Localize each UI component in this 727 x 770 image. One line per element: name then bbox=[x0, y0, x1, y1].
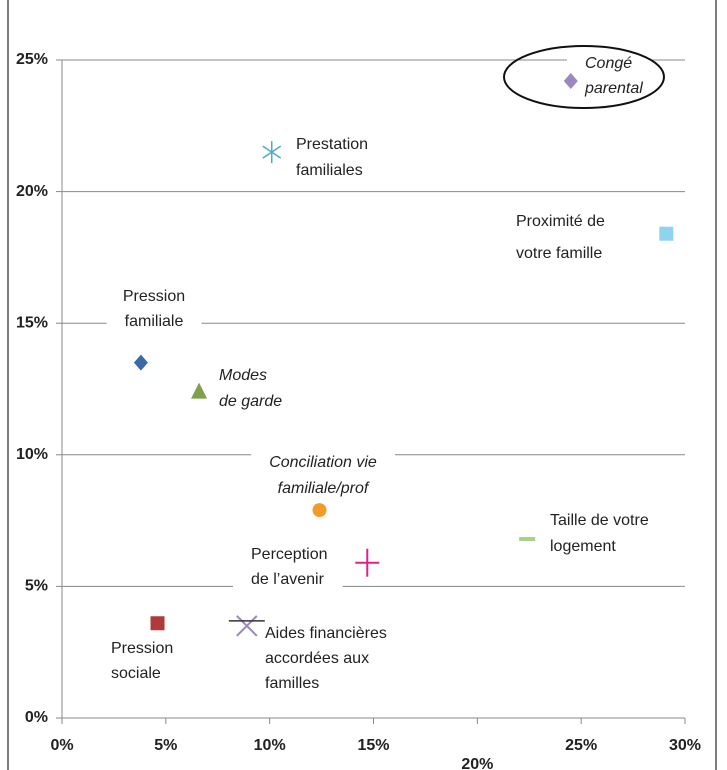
point-label: Conciliation vie bbox=[269, 454, 377, 471]
marker-part bbox=[236, 615, 258, 637]
label-background bbox=[278, 159, 381, 183]
y-tick-label: 5% bbox=[25, 578, 48, 595]
label-background bbox=[201, 364, 286, 388]
x-tick-label: 15% bbox=[357, 737, 389, 754]
point-label: logement bbox=[550, 538, 616, 555]
marker-part bbox=[563, 73, 578, 90]
marker-part bbox=[519, 537, 536, 542]
y-tick-label: 0% bbox=[25, 709, 48, 726]
y-tick-label: 15% bbox=[16, 314, 48, 331]
point-label: Taille de votre bbox=[550, 512, 649, 529]
point-label: Pression bbox=[123, 288, 185, 305]
point-label: familiales bbox=[296, 162, 363, 179]
x-tick-label: 10% bbox=[254, 737, 286, 754]
point-label: Prestation bbox=[296, 136, 368, 153]
x-tick-label: 0% bbox=[50, 737, 73, 754]
label-background bbox=[259, 477, 388, 501]
point bbox=[133, 354, 148, 371]
x-tick-label: 5% bbox=[154, 737, 177, 754]
label-background bbox=[251, 451, 395, 475]
x-tick-label: 20% bbox=[461, 756, 493, 770]
label-background bbox=[93, 637, 192, 661]
label-background bbox=[106, 310, 202, 334]
label-background bbox=[233, 568, 343, 592]
y-tick-label: 10% bbox=[16, 446, 48, 463]
label-background bbox=[247, 672, 338, 696]
marker-part bbox=[659, 226, 674, 241]
label-background bbox=[498, 242, 621, 266]
point-label: votre famille bbox=[516, 245, 602, 262]
point-label: accordées aux bbox=[265, 650, 369, 667]
label-background bbox=[567, 52, 651, 76]
point bbox=[312, 503, 327, 518]
label-background bbox=[93, 662, 179, 686]
point-label: Aides financières bbox=[265, 625, 387, 642]
y-tick-label: 25% bbox=[16, 51, 48, 68]
marker-part bbox=[312, 503, 327, 518]
point bbox=[563, 73, 578, 90]
label-background bbox=[233, 543, 346, 567]
label-background bbox=[278, 133, 387, 157]
label-background bbox=[532, 535, 635, 559]
point-label: familles bbox=[265, 675, 319, 692]
point-label: de l’avenir bbox=[251, 571, 325, 588]
x-tick-label: 25% bbox=[565, 737, 597, 754]
point-label: Modes bbox=[219, 367, 267, 384]
highlight-ellipse bbox=[503, 45, 665, 109]
marks bbox=[133, 73, 674, 637]
point bbox=[191, 382, 208, 399]
point bbox=[150, 616, 165, 631]
point bbox=[659, 226, 674, 241]
point bbox=[262, 141, 282, 164]
label-background bbox=[566, 77, 662, 101]
marker-part bbox=[133, 354, 148, 371]
point-label: familiale/prof bbox=[278, 480, 370, 497]
label-background bbox=[104, 285, 204, 309]
point-label: Proximité de bbox=[516, 213, 605, 230]
point bbox=[519, 537, 536, 542]
labels: Congé parental Prestation familiales Proximi… bbox=[93, 52, 667, 696]
marker-part bbox=[262, 145, 282, 159]
point-label: familiale bbox=[125, 313, 184, 330]
point-label: Pression bbox=[111, 640, 173, 657]
x-tick-label: 30% bbox=[669, 737, 701, 754]
point-label: sociale bbox=[111, 665, 161, 682]
point bbox=[355, 548, 380, 577]
point-label: Perception bbox=[251, 546, 328, 563]
label-background bbox=[532, 509, 667, 533]
point-label: parental bbox=[584, 80, 643, 97]
point-label: de garde bbox=[219, 393, 282, 410]
label-background bbox=[247, 647, 388, 671]
label-background bbox=[498, 210, 624, 234]
label-background bbox=[247, 622, 405, 646]
y-tick-label: 20% bbox=[16, 183, 48, 200]
point-label: Congé bbox=[585, 55, 632, 72]
marker-part bbox=[191, 382, 208, 399]
marker-part bbox=[150, 616, 165, 631]
label-background bbox=[201, 390, 301, 414]
point bbox=[228, 615, 265, 637]
